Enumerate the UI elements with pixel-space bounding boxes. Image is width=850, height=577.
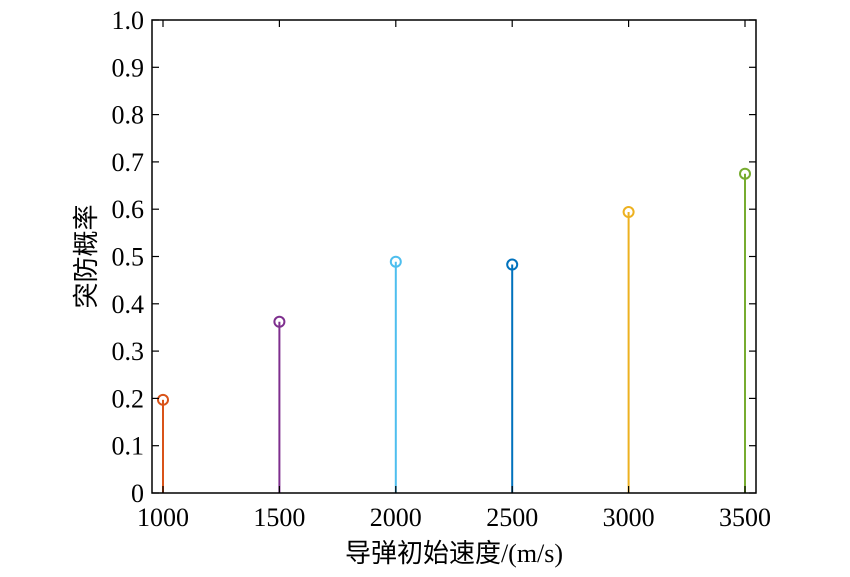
x-tick-label: 1500 (253, 503, 305, 532)
y-tick-label: 0.2 (112, 384, 145, 413)
y-tick-label: 0.8 (112, 101, 145, 130)
x-tick-label: 1000 (137, 503, 189, 532)
stem-marker (622, 206, 635, 219)
stem-marker (739, 167, 751, 180)
y-axis: 0 0.1 0.2 0.3 0.4 0.5 0.6 0.7 0.8 0.9 1.0 (112, 6, 756, 508)
stem-marker (389, 255, 402, 268)
y-tick-label: 0.5 (112, 243, 145, 272)
x-axis: 1000 1500 2000 2500 3000 3500 (137, 20, 771, 532)
x-tick-label: 3500 (719, 503, 771, 532)
y-tick-label: 0.4 (112, 290, 145, 319)
y-tick-label: 0.3 (112, 337, 145, 366)
x-tick-label: 2000 (370, 503, 422, 532)
y-axis-label: 突防概率 (72, 204, 101, 308)
y-tick-label: 0.9 (112, 53, 145, 82)
stem-series (157, 167, 751, 493)
stem-marker (506, 258, 519, 271)
plot-frame (151, 19, 757, 494)
stem-marker (157, 393, 169, 406)
stem-marker (273, 315, 286, 328)
y-tick-label: 0.6 (112, 195, 145, 224)
x-tick-label: 3000 (603, 503, 655, 532)
y-tick-label: 0 (131, 479, 144, 508)
y-tick-label: 0.7 (112, 148, 145, 177)
y-tick-label: 0.1 (112, 432, 145, 461)
x-axis-label: 导弹初始速度/(m/s) (345, 539, 563, 568)
x-tick-label: 2500 (486, 503, 538, 532)
y-tick-label: 1.0 (112, 6, 145, 35)
